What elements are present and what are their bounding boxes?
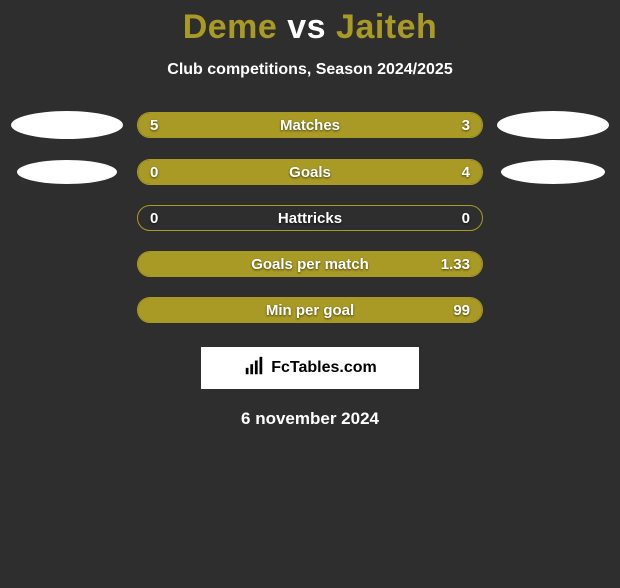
player2-avatar (501, 160, 605, 184)
stat-bar: 53Matches (137, 112, 483, 138)
stat-label: Hattricks (138, 206, 482, 230)
watermark: FcTables.com (201, 347, 419, 389)
stat-bar: 1.33Goals per match (137, 251, 483, 277)
stat-label: Min per goal (138, 298, 482, 322)
player1-avatar (11, 111, 123, 139)
stat-label: Goals (138, 160, 482, 184)
watermark-text: FcTables.com (271, 359, 377, 377)
stat-bar: 04Goals (137, 159, 483, 185)
page-title: Deme vs Jaiteh (0, 8, 620, 47)
stat-bar: 00Hattricks (137, 205, 483, 231)
date: 6 november 2024 (0, 409, 620, 429)
avatar-slot-right (495, 160, 611, 184)
avatar-slot-right (495, 111, 611, 139)
stat-bars: 53Matches 04Goals 00Hattricks 1.33Goals per… (0, 111, 620, 323)
stat-label: Matches (138, 113, 482, 137)
stat-row: 1.33Goals per match (0, 251, 620, 277)
title-player1: Deme (183, 8, 278, 46)
stat-bar: 99Min per goal (137, 297, 483, 323)
stat-row: 04Goals (0, 159, 620, 185)
stat-row: 99Min per goal (0, 297, 620, 323)
player2-avatar (497, 111, 609, 139)
stat-row: 53Matches (0, 111, 620, 139)
player1-avatar (17, 160, 117, 184)
avatar-slot-left (9, 111, 125, 139)
subtitle: Club competitions, Season 2024/2025 (0, 61, 620, 79)
stat-row: 00Hattricks (0, 205, 620, 231)
title-vs: vs (287, 8, 326, 46)
chart-icon (243, 355, 265, 382)
stat-label: Goals per match (138, 252, 482, 276)
title-player2: Jaiteh (336, 8, 437, 46)
avatar-slot-left (9, 160, 125, 184)
